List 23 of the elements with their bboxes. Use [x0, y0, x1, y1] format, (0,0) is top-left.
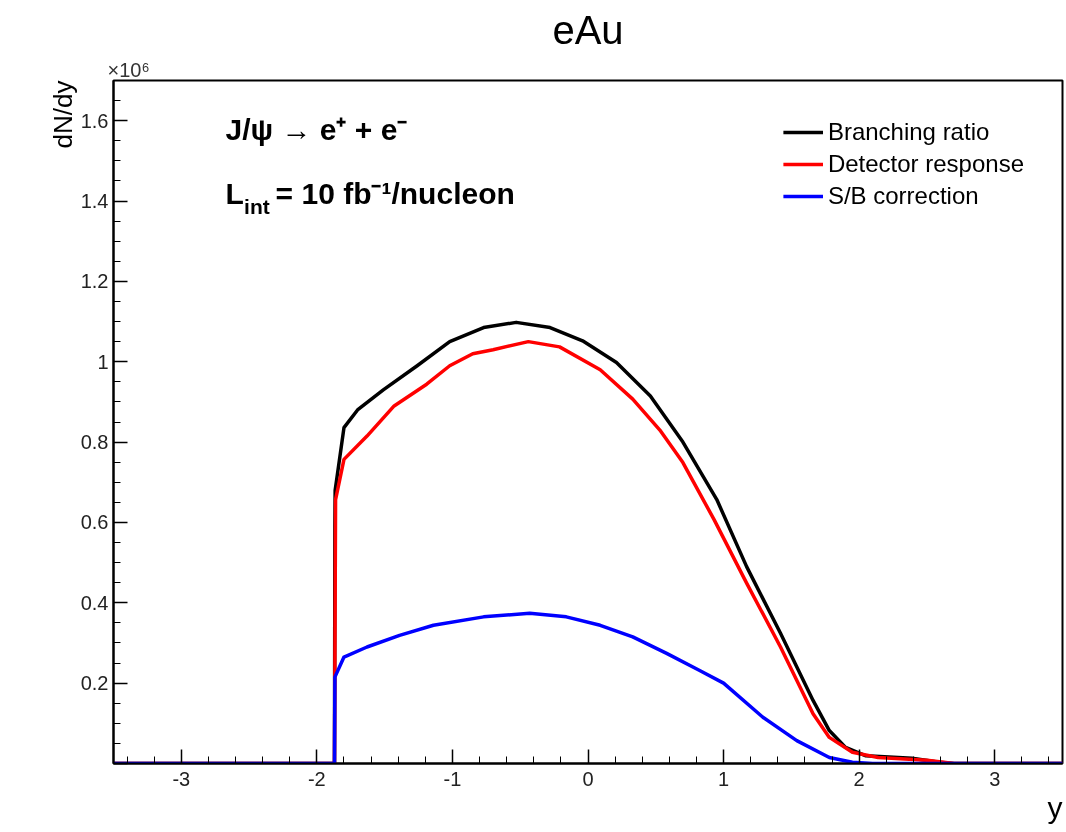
y-tick-label: 0.2 [80, 672, 109, 695]
legend-label: S/B correction [827, 182, 979, 210]
x-tick-label: 2 [853, 767, 865, 790]
x-tick-label: 1 [718, 767, 730, 790]
legend-label: Branching ratio [827, 118, 990, 146]
y-tick-label: 1.6 [80, 109, 109, 132]
x-tick-label: -1 [443, 767, 462, 790]
chart-title: eAu [552, 7, 624, 52]
y-tick-label: 1.2 [80, 270, 109, 293]
y-tick-label: 0.6 [80, 511, 109, 534]
y-tick-label: 1.4 [80, 190, 109, 213]
legend-label: Detector response [827, 150, 1024, 178]
x-tick-label: -2 [307, 767, 326, 790]
text: ×10⁶ [107, 58, 150, 81]
x-tick-label: -3 [172, 767, 191, 790]
x-tick-label: 3 [989, 767, 1001, 790]
y-tick-label: 0.4 [80, 591, 109, 614]
y-tick-label: 1 [97, 350, 109, 373]
y-axis-title: dN/dy [47, 80, 78, 149]
annotation: J/ψ → e⁺ + e⁻ [225, 112, 408, 146]
x-axis-title: y [1047, 790, 1063, 824]
x-tick-label: 0 [582, 767, 594, 790]
y-tick-label: 0.8 [80, 431, 109, 454]
